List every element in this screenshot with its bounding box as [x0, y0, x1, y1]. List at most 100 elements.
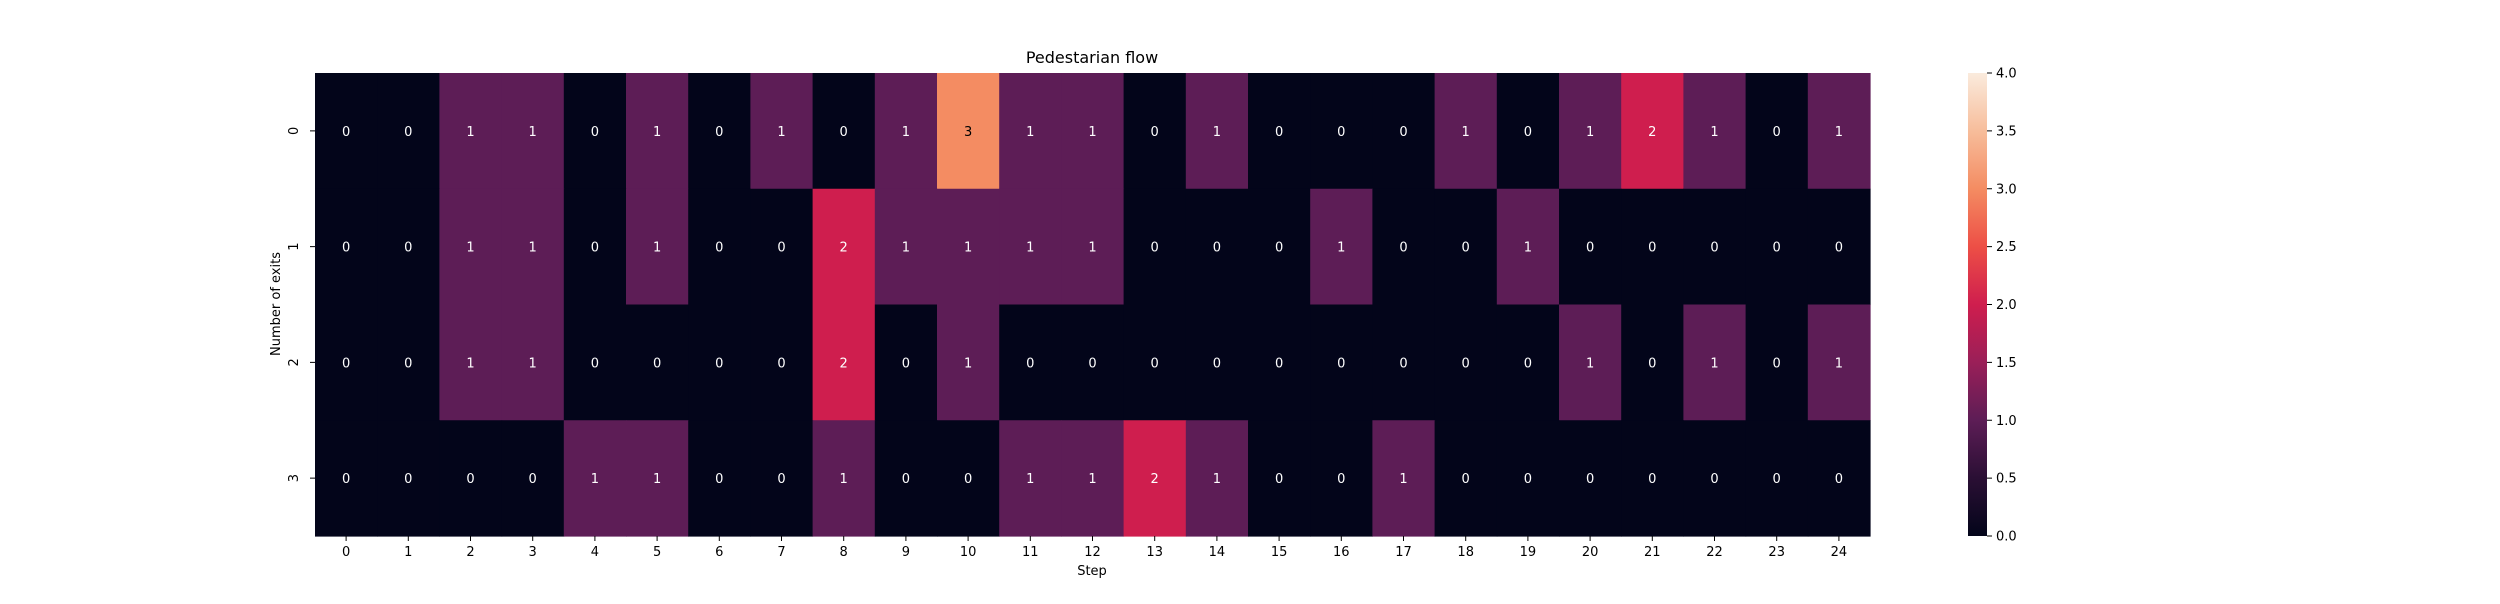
heatmap-cell	[1185, 420, 1249, 537]
heatmap-cell	[999, 188, 1062, 306]
heatmap-cell	[999, 420, 1062, 537]
heatmap-cell	[1496, 304, 1560, 421]
cell-value-label: 0	[902, 472, 910, 487]
heatmap-cell	[1310, 73, 1373, 190]
cell-value-label: 1	[902, 125, 910, 140]
heatmap-cell	[1310, 420, 1373, 537]
cell-value-label: 1	[1213, 472, 1221, 487]
heatmap-cell	[563, 188, 627, 306]
heatmap-cell	[439, 304, 503, 421]
cell-value-label: 1	[529, 241, 537, 256]
cell-value-label: 0	[342, 125, 350, 140]
x-tick-label: 19	[1520, 545, 1537, 560]
heatmap-cell	[1559, 73, 1622, 190]
heatmap-cell	[1123, 304, 1187, 421]
heatmap-cell	[1185, 73, 1249, 190]
cell-value-label: 0	[902, 356, 910, 371]
heatmap-cell	[1310, 304, 1373, 421]
cell-value-label: 3	[964, 125, 972, 140]
colorbar-tick-label: 3.0	[1996, 182, 2017, 197]
heatmap-cell	[688, 73, 751, 190]
x-tick-label: 22	[1706, 545, 1723, 560]
heatmap-cell	[439, 73, 503, 190]
cell-value-label: 0	[777, 356, 785, 371]
heatmap-cell	[377, 420, 440, 537]
heatmap-cell	[937, 304, 1000, 421]
cell-value-label: 0	[1773, 356, 1781, 371]
x-tick-label: 8	[840, 545, 848, 560]
heatmap-cell	[999, 73, 1062, 190]
heatmap-cell	[1123, 188, 1187, 306]
cell-value-label: 0	[591, 356, 599, 371]
colorbar-tick-label: 1.0	[1996, 414, 2017, 429]
heatmap-cell	[750, 73, 814, 190]
heatmap-cell	[1372, 304, 1436, 421]
cell-value-label: 1	[1337, 241, 1345, 256]
heatmap-cell	[874, 304, 938, 421]
cell-value-label: 0	[715, 241, 723, 256]
colorbar-tick-label: 4.0	[1996, 67, 2017, 82]
heatmap-cell	[315, 188, 378, 306]
heatmap-cell	[563, 304, 627, 421]
cell-value-label: 1	[1213, 125, 1221, 140]
y-axis: 0 1 2 3	[287, 127, 315, 482]
cell-value-label: 1	[466, 356, 474, 371]
cell-value-label: 0	[1586, 472, 1594, 487]
heatmap-cell	[1496, 188, 1560, 306]
heatmap-cell	[812, 304, 876, 421]
cell-value-label: 1	[1026, 125, 1034, 140]
cell-value-label: 1	[529, 356, 537, 371]
heatmap-cell	[874, 73, 938, 190]
heatmap-cell-labels: 0 0 1 1 0 1 0 1 0 1 3 1 1 0 1 0 0 0 1 0 1 2 1 0 1 0 0 1 1 0 1 0 0 2 1 1 1 1 0 0…	[342, 125, 1843, 487]
heatmap-cell	[377, 304, 440, 421]
heatmap-cell	[874, 188, 938, 306]
heatmap-cell	[1745, 420, 1809, 537]
cell-value-label: 0	[1773, 472, 1781, 487]
heatmap-cell	[315, 420, 378, 537]
heatmap-cell	[1434, 304, 1498, 421]
x-tick-label: 18	[1457, 545, 1474, 560]
cell-value-label: 1	[466, 125, 474, 140]
cell-value-label: 1	[591, 472, 599, 487]
cell-value-label: 0	[1462, 472, 1470, 487]
cell-value-label: 1	[1710, 356, 1718, 371]
cell-value-label: 0	[715, 356, 723, 371]
cell-value-label: 0	[715, 125, 723, 140]
heatmap-cell	[812, 73, 876, 190]
cell-value-label: 0	[1399, 125, 1407, 140]
x-tick-label: 24	[1831, 545, 1848, 560]
heatmap-cell	[439, 188, 503, 306]
cell-value-label: 0	[1275, 241, 1283, 256]
cell-value-label: 1	[840, 472, 848, 487]
cell-value-label: 0	[1275, 356, 1283, 371]
cell-value-label: 0	[1524, 472, 1532, 487]
heatmap-cells	[315, 73, 1871, 537]
heatmap-cell	[1372, 188, 1436, 306]
cell-value-label: 0	[1399, 356, 1407, 371]
heatmap-cell	[1434, 420, 1498, 537]
cell-value-label: 0	[1275, 472, 1283, 487]
heatmap-cell	[1683, 188, 1747, 306]
x-tick-label: 12	[1084, 545, 1101, 560]
x-tick-label: 20	[1582, 545, 1599, 560]
cell-value-label: 0	[342, 356, 350, 371]
cell-value-label: 1	[1586, 125, 1594, 140]
cell-value-label: 0	[342, 241, 350, 256]
heatmap-cell	[937, 420, 1000, 537]
x-tick-label: 21	[1644, 545, 1661, 560]
heatmap-cell	[563, 73, 627, 190]
cell-value-label: 2	[840, 356, 848, 371]
heatmap-cell	[1807, 420, 1871, 537]
heatmap-cell	[1807, 73, 1871, 190]
cell-value-label: 0	[591, 241, 599, 256]
heatmap-cell	[377, 188, 440, 306]
cell-value-label: 1	[1586, 356, 1594, 371]
heatmap-cell	[626, 420, 689, 537]
cell-value-label: 1	[653, 125, 661, 140]
cell-value-label: 1	[964, 241, 972, 256]
colorbar-tick-label: 0.5	[1996, 472, 2017, 487]
heatmap-cell	[1434, 73, 1498, 190]
cell-value-label: 0	[1213, 356, 1221, 371]
cell-value-label: 0	[466, 472, 474, 487]
